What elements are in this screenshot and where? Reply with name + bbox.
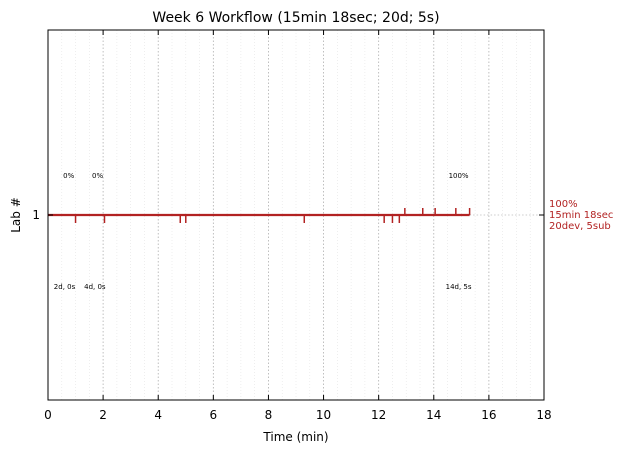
x-tick-label: 4 [154, 408, 162, 422]
y-axis-label: Lab # [9, 197, 23, 233]
y-tick-label: 1 [32, 208, 40, 222]
summary-line: 20dev, 5sub [549, 221, 611, 232]
summary-line: 100% [549, 199, 578, 210]
annotations: 0% 0% 100% 2d, 0s 4d, 0s 14d, 5s [54, 172, 472, 291]
x-tick-label: 2 [99, 408, 107, 422]
axis-ticks: 0 2 4 6 8 10 12 14 16 18 1 [32, 30, 552, 422]
x-tick-label: 12 [371, 408, 386, 422]
progress-annotation: 100% [449, 172, 469, 180]
x-axis-label: Time (min) [262, 430, 328, 444]
plot-frame [47, 29, 545, 401]
summary-line: 15min 18sec [549, 210, 613, 221]
x-tick-label: 14 [426, 408, 441, 422]
count-annotation: 4d, 0s [84, 283, 106, 291]
x-tick-label: 0 [44, 408, 52, 422]
x-tick-label: 6 [210, 408, 218, 422]
x-tick-label: 18 [536, 408, 551, 422]
progress-annotation: 0% [92, 172, 103, 180]
progress-annotation: 0% [63, 172, 74, 180]
x-tick-label: 16 [481, 408, 496, 422]
x-tick-label: 10 [316, 408, 331, 422]
series [48, 208, 471, 223]
x-tick-label: 8 [265, 408, 273, 422]
count-annotation: 14d, 5s [446, 283, 472, 291]
count-annotation: 2d, 0s [54, 283, 76, 291]
chart-title: Week 6 Workflow (15min 18sec; 20d; 5s) [152, 10, 439, 26]
